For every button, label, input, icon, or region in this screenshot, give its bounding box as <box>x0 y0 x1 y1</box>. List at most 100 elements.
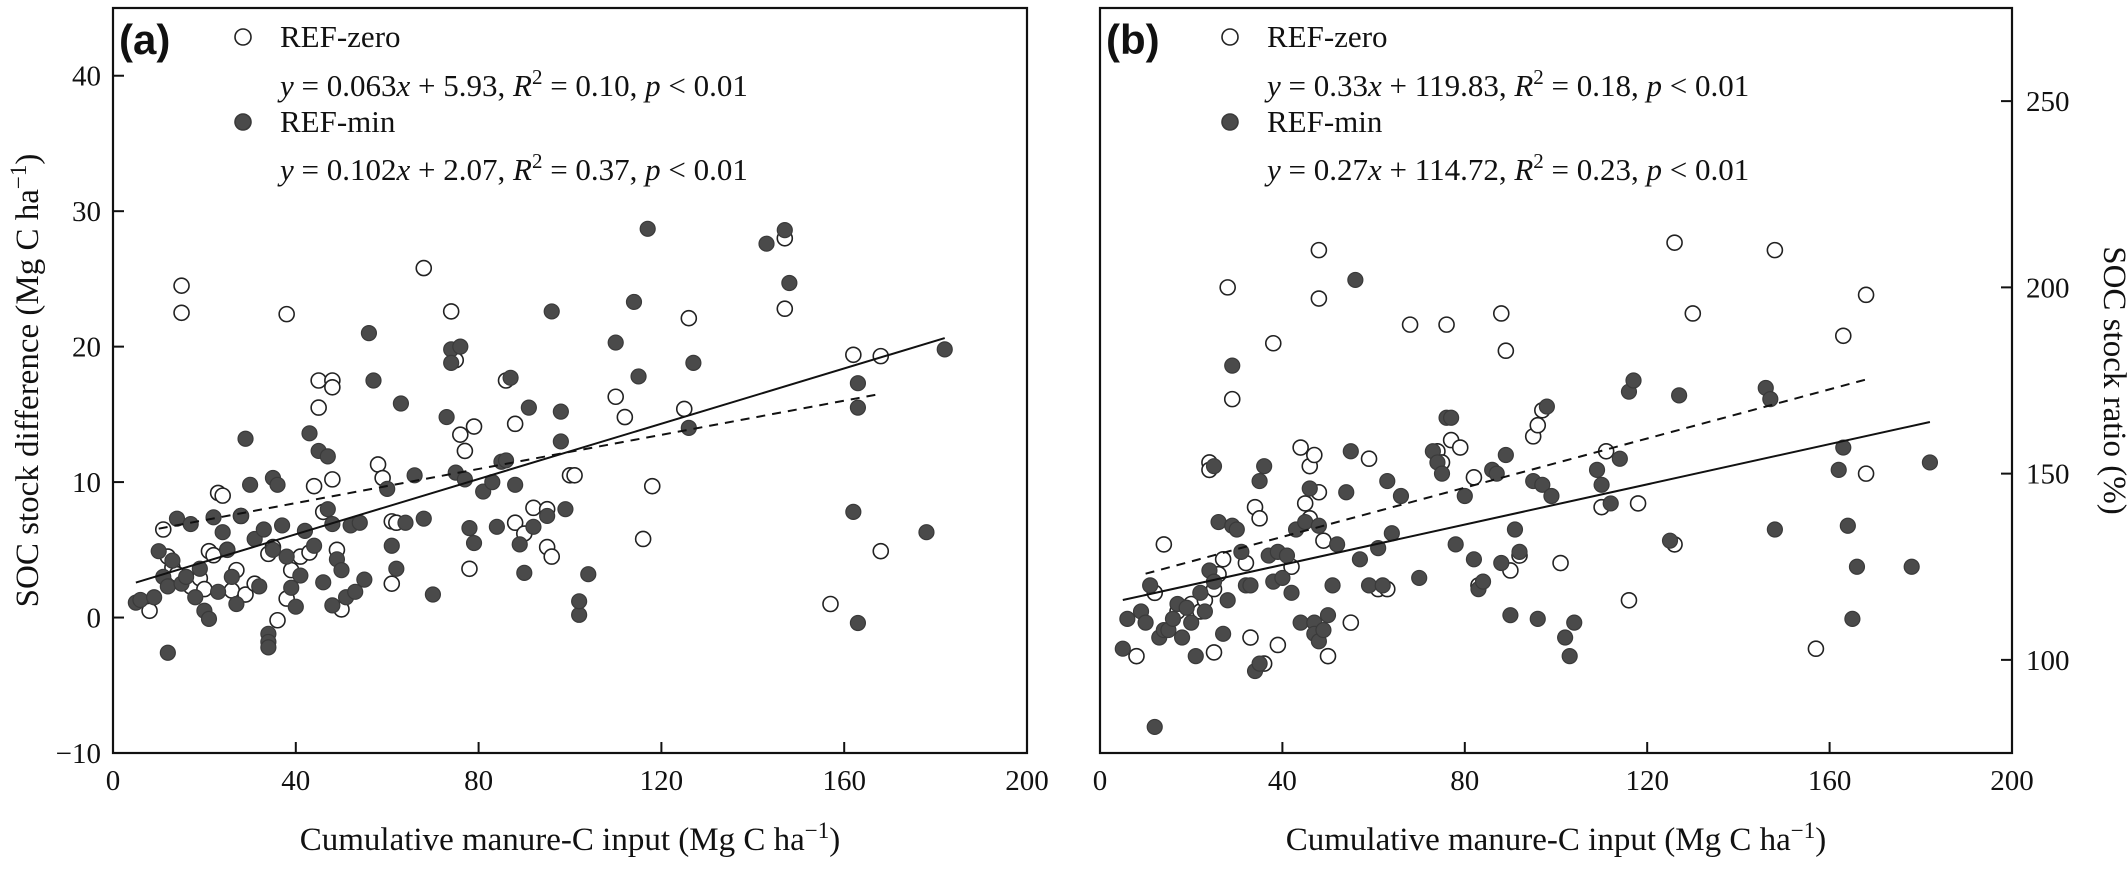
ref-zero-point <box>1438 316 1455 333</box>
ref-min-point <box>200 610 218 628</box>
ref-min-point <box>1456 487 1473 505</box>
ref-min-point <box>1164 610 1182 628</box>
ref-min-point <box>1588 461 1606 478</box>
ref-zero-point <box>310 372 327 389</box>
ref-min-point <box>1830 461 1847 478</box>
ref-min-point <box>132 591 149 609</box>
ref-min-point <box>1283 584 1300 601</box>
ref-min-point <box>465 534 483 552</box>
y-tick-label: 10 <box>72 467 101 499</box>
legend-label: REF-min <box>1267 104 1383 139</box>
x-tick-label: 160 <box>1808 765 1852 797</box>
ref-min-point <box>936 341 953 358</box>
ref-min-point <box>260 639 277 656</box>
ref-zero-point <box>872 542 890 560</box>
ref-min-fit-line <box>1122 421 1931 601</box>
ref-min-point <box>539 507 556 525</box>
ref-min-point <box>397 514 414 531</box>
ref-zero-point <box>223 582 241 599</box>
ref-zero-point <box>1214 550 1232 568</box>
ref-min-point <box>758 235 775 252</box>
ref-min-point <box>1493 554 1510 572</box>
ref-zero-point <box>1620 591 1638 609</box>
ref-min-point <box>1142 577 1159 594</box>
ref-min-point <box>1233 543 1250 560</box>
ref-min-point <box>543 303 560 320</box>
ref-min-point <box>502 369 519 386</box>
ref-min-point <box>1242 577 1259 594</box>
ref-min-point <box>182 515 199 533</box>
ref-zero-point <box>506 415 524 433</box>
ref-min-point <box>1766 521 1783 538</box>
ref-zero-point <box>1766 241 1784 259</box>
ref-min-point <box>278 548 295 565</box>
ref-min-point <box>1205 458 1223 475</box>
y-tick-label: 30 <box>72 196 101 228</box>
ref-min-point <box>1178 599 1195 616</box>
ref-zero-point <box>442 303 460 320</box>
ref-min-point <box>237 430 254 447</box>
y-tick-label: 0 <box>87 603 102 635</box>
ref-min-point <box>324 597 341 614</box>
ref-zero-point <box>1401 316 1419 333</box>
x-tick-label: 160 <box>822 765 866 797</box>
ref-min-point <box>264 541 282 558</box>
ref-zero-point <box>1264 334 1282 352</box>
ref-min-point <box>1534 476 1551 493</box>
ref-zero-point <box>1834 327 1852 345</box>
ref-min-point <box>315 574 332 591</box>
y-tick-label: 100 <box>2026 645 2070 677</box>
ref-min-point <box>242 476 259 493</box>
ref-min-point <box>232 507 250 525</box>
ref-zero-point <box>324 471 341 488</box>
ref-min-point <box>1342 443 1359 460</box>
ref-zero-point <box>1684 305 1702 322</box>
ref-min-point <box>625 293 643 311</box>
ref-min-point <box>1251 472 1268 490</box>
ref-min-point <box>1228 521 1245 538</box>
ref-min-point <box>511 536 528 553</box>
ref-min-point <box>1593 476 1610 493</box>
ref-min-point <box>1557 629 1574 646</box>
ref-min-point <box>849 375 867 392</box>
x-tick-label: 80 <box>464 765 493 797</box>
y-tick-label: −10 <box>56 738 101 770</box>
ref-min-point <box>210 583 227 600</box>
ref-min-point <box>525 518 542 535</box>
ref-zero-point <box>1552 554 1569 572</box>
ref-zero-point <box>1319 647 1337 665</box>
ref-min-point <box>319 501 336 518</box>
ref-zero-point <box>1315 532 1332 549</box>
ref-min-point <box>1474 573 1492 590</box>
ref-zero-point <box>1807 640 1825 658</box>
ref-min-point <box>1465 551 1483 568</box>
ref-zero-point <box>305 477 323 495</box>
ref-zero-point <box>1360 450 1378 468</box>
ref-min-point <box>1611 450 1628 467</box>
ref-min-point <box>1278 547 1296 564</box>
legend-filled-circle-marker <box>1221 113 1239 131</box>
legend-filled-circle-marker <box>234 113 252 131</box>
ref-min-point <box>383 537 400 554</box>
ref-min-point <box>273 517 291 534</box>
plot-frame <box>1098 6 2014 755</box>
ref-min-point <box>1224 357 1241 374</box>
panel-label: (b) <box>1106 16 1160 63</box>
ref-min-point <box>557 501 574 518</box>
ref-min-point <box>1529 610 1546 628</box>
ref-min-point <box>1301 480 1318 497</box>
ref-zero-point <box>310 399 327 416</box>
panel-b-chart: 0 40 80 120 160 200 100 150 200 250 Cumulative man… <box>1093 6 2128 858</box>
ref-min-point <box>164 552 181 569</box>
y-tick-label: 40 <box>72 61 101 93</box>
ref-min-point <box>1538 398 1555 415</box>
ref-min-point <box>1835 439 1852 456</box>
ref-min-point <box>1319 607 1337 624</box>
ref-min-point <box>1506 521 1524 538</box>
ref-zero-point <box>822 595 839 613</box>
ref-min-point <box>1379 472 1396 490</box>
ref-min-point <box>1251 655 1268 672</box>
ref-zero-point <box>452 426 469 443</box>
ref-zero-point <box>278 305 295 323</box>
